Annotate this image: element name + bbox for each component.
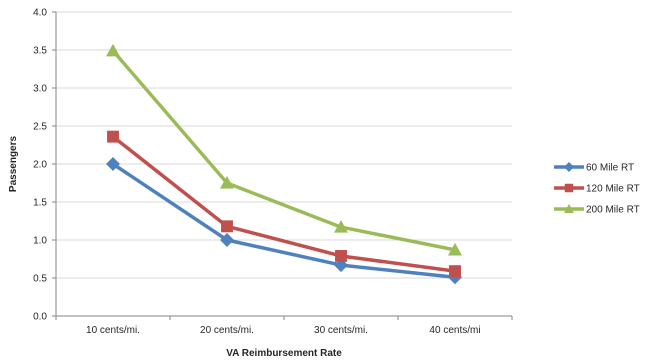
data-point-square: [107, 130, 119, 143]
data-point-diamond: [106, 157, 120, 171]
data-point-square: [221, 220, 233, 233]
legend-label: 200 Mile RT: [586, 205, 640, 216]
data-point-triangle: [448, 242, 462, 256]
y-tick-label: 2.0: [33, 160, 47, 171]
series-layer: [106, 43, 462, 285]
y-tick-label: 3.5: [33, 46, 47, 57]
x-tick-label: 20 cents/mi.: [200, 325, 254, 336]
legend: 60 Mile RT 120 Mile RT 200 Mile RT: [554, 162, 640, 216]
legend-label: 120 Mile RT: [586, 184, 640, 195]
y-tick-label: 1.5: [33, 198, 47, 209]
axes: [52, 11, 513, 320]
data-point-triangle: [106, 43, 120, 57]
x-tick-label: 40 cents/mi: [429, 325, 480, 336]
x-axis-title: VA Reimbursement Rate: [226, 348, 342, 359]
series-200-mile-rt: [106, 43, 462, 256]
y-tick-label: 0.5: [33, 274, 47, 285]
y-axis-title: Passengers: [8, 135, 19, 192]
y-tick-label: 0.0: [33, 312, 47, 323]
legend-item: 120 Mile RT: [554, 184, 640, 195]
data-point-square: [335, 250, 347, 262]
y-tick-labels: 0.0 0.5 1.0 1.5 2.0 2.5 3.0 3.5 4.0: [33, 8, 47, 323]
data-point-diamond: [220, 233, 234, 247]
y-tick-label: 4.0: [33, 8, 47, 19]
legend-label: 60 Mile RT: [586, 163, 634, 174]
data-point-triangle: [334, 220, 348, 233]
x-tick-labels: 10 cents/mi. 20 cents/mi. 30 cents/mi. 40 c…: [86, 325, 481, 336]
x-tick-label: 30 cents/mi.: [314, 325, 368, 336]
data-point-diamond: [564, 162, 574, 172]
data-point-square: [564, 183, 574, 193]
series-line: [112, 162, 456, 279]
data-point-triangle: [220, 176, 234, 189]
x-tick-label: 10 cents/mi.: [86, 325, 140, 336]
legend-item: 60 Mile RT: [554, 162, 634, 174]
series-line: [111, 135, 456, 273]
y-tick-label: 1.0: [33, 236, 47, 247]
legend-item: 200 Mile RT: [554, 204, 640, 216]
data-point-triangle: [564, 204, 574, 213]
gridlines: [56, 11, 512, 279]
data-point-square: [449, 265, 461, 278]
y-tick-label: 2.5: [33, 122, 47, 133]
series-120-mile-rt: [107, 130, 461, 278]
y-tick-label: 3.0: [33, 84, 47, 95]
series-line: [111, 49, 456, 252]
